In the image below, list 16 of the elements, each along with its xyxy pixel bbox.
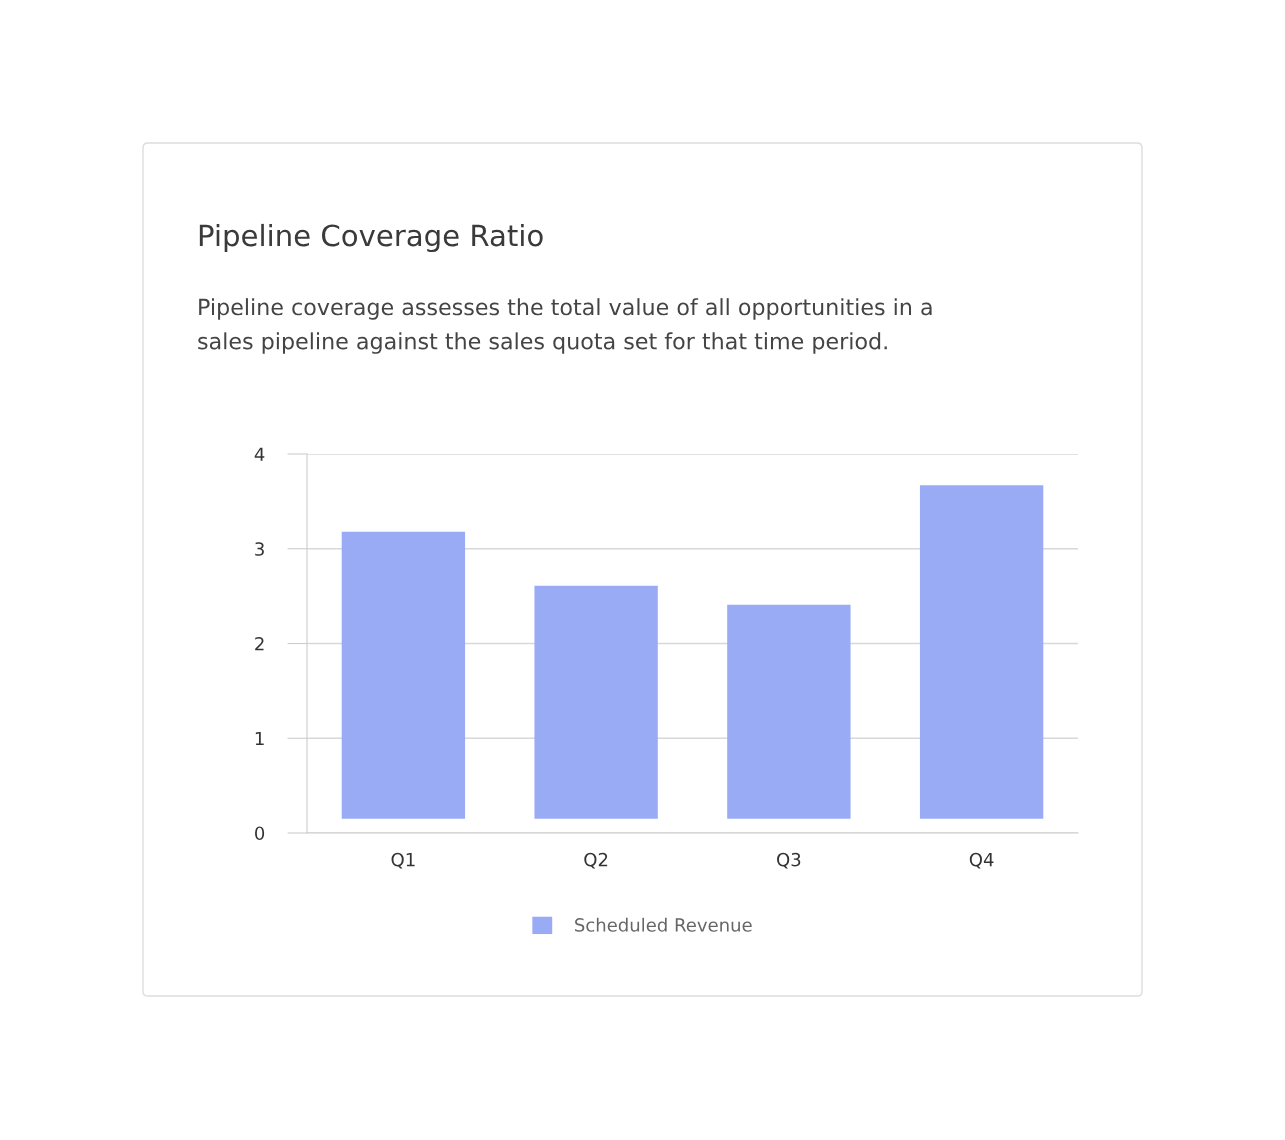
y-tick-label: 4 [254, 447, 265, 461]
x-tick-label: Q1 [391, 852, 415, 869]
legend-label: Scheduled Revenue [575, 917, 752, 932]
y-tick-label: 2 [255, 636, 264, 651]
y-tick-label: 1 [255, 731, 264, 746]
bar [341, 531, 466, 819]
chart-title: Pipeline Coverage Ratio [199, 223, 543, 253]
y-tick-label: 3 [255, 542, 264, 556]
x-tick-label: Q3 [777, 852, 801, 869]
x-tick-label: Q2 [584, 852, 608, 869]
chart-subtitle: Pipeline coverage assesses the total value of all opportunities in a sales pipeline against the sales quota set for that time period. [198, 298, 932, 354]
bar [534, 585, 658, 819]
x-tick-label: Q4 [969, 852, 994, 869]
bar [727, 604, 851, 819]
y-tick-label: 0 [255, 826, 265, 841]
bar [919, 485, 1044, 819]
